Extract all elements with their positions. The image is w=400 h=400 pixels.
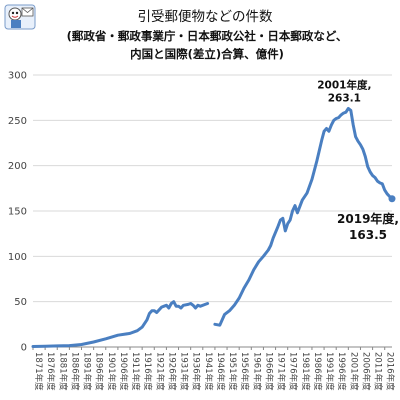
annotation-peak-value: 263.1 [328,92,361,104]
x-tick-label: 1936年度 [191,352,202,391]
series-line [213,107,394,327]
x-tick-label: 1991年度 [324,352,335,391]
x-tick-label: 1881年度 [57,352,68,391]
chart-subtitle-line2: 内国と国際(差立)合算、億件) [130,47,284,61]
x-tick-label: 1916年度 [142,352,153,391]
x-tick-label: 1901年度 [106,352,117,391]
y-tick-label: 150 [8,207,27,218]
y-axis-ticks: 0 50 100 150 200 250 300 [8,71,27,354]
x-tick-label: 1971年度 [276,352,287,391]
x-tick-label: 1976年度 [288,352,299,391]
x-tick-label: 1891年度 [82,352,93,391]
y-tick-label: 250 [8,116,27,127]
annotation-end-year: 2019年度, [337,211,399,226]
chart-title: 引受郵便物などの件数 [138,9,273,25]
x-tick-label: 2006年度 [360,352,371,391]
x-tick-label: 1876年度 [45,352,56,391]
y-tick-label: 100 [8,252,27,263]
series-line [31,300,210,348]
annotation-end-marker [388,195,396,203]
y-tick-label: 50 [14,297,27,308]
x-tick-label: 2011年度 [373,352,384,391]
chart-annotations: 2001年度,263.1 2019年度, 163.5 [317,78,399,241]
annotation-peak-year: 2001年度, [317,78,371,91]
x-tick-label: 1921年度 [154,352,165,391]
y-tick-label: 0 [21,343,27,354]
x-tick-label: 1931年度 [179,352,190,391]
x-tick-label: 1961年度 [251,352,262,391]
x-axis-ticks: 1871年度 1876年度 1881年度 1886年度 1891年度 1896年度 1901… [32,347,396,391]
x-tick-label: 1886年度 [69,352,80,391]
x-tick-label: 1996年度 [336,352,347,391]
x-tick-label: 1986年度 [312,352,323,391]
annotation-end-value: 163.5 [349,228,387,242]
x-tick-label: 1946年度 [215,352,226,391]
y-tick-label: 300 [8,71,27,82]
x-tick-label: 1951年度 [227,352,238,391]
y-tick-label: 200 [8,161,27,172]
series-lines [31,107,394,348]
x-tick-label: 1956年度 [239,352,250,391]
x-tick-label: 1871年度 [33,352,44,391]
x-tick-label: 1896年度 [94,352,105,391]
x-tick-label: 2001年度 [348,352,359,391]
x-tick-label: 1941年度 [203,352,214,391]
x-tick-label: 1906年度 [118,352,129,391]
mascot-icon [4,4,36,30]
x-tick-label: 1911年度 [130,352,141,391]
chart-subtitle-line1: (郵政省・郵政事業庁・日本郵政公社・日本郵政など、 [67,29,348,43]
x-tick-label: 1926年度 [166,352,177,391]
chart-gridlines [33,74,392,348]
x-tick-label: 2016年度 [385,352,396,391]
x-tick-label: 1966年度 [263,352,274,391]
x-tick-label: 1981年度 [300,352,311,391]
